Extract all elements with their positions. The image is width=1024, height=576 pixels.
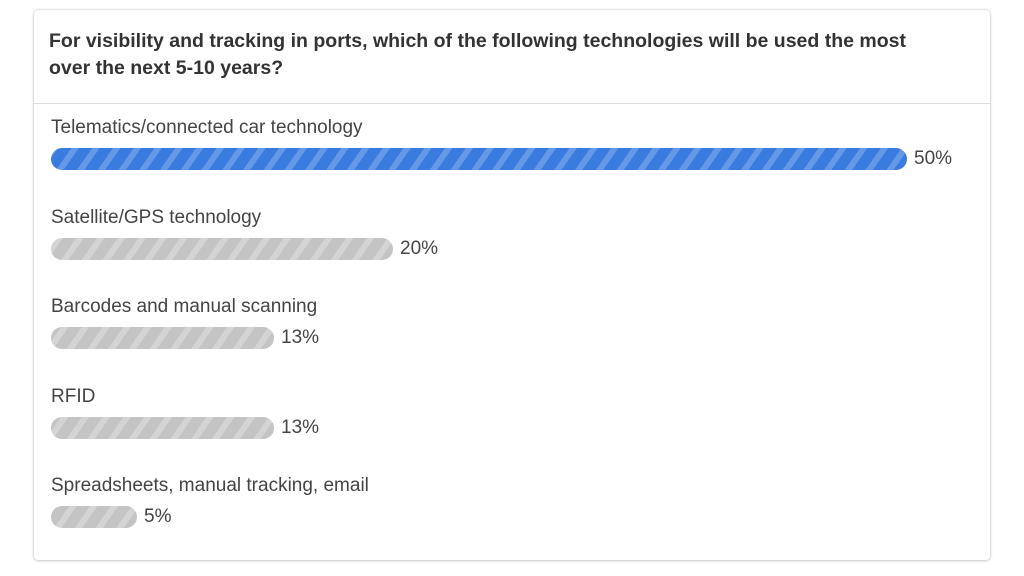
bar-row: 13% — [51, 416, 971, 439]
bar-row: 20% — [51, 237, 971, 260]
poll-results-card: For visibility and tracking in ports, wh… — [34, 10, 990, 560]
percentage-label: 50% — [914, 148, 953, 169]
result-bar — [51, 148, 907, 170]
poll-option: Telematics/connected car technology 50% — [51, 116, 971, 206]
result-bar — [51, 237, 393, 260]
percentage-label: 20% — [400, 237, 439, 259]
percentage-label: 13% — [281, 416, 320, 438]
option-label: RFID — [51, 385, 96, 407]
percentage-label: 5% — [144, 506, 172, 527]
bar-row: 50% — [51, 148, 971, 170]
percentage-label: 13% — [281, 327, 320, 348]
poll-option: Satellite/GPS technology 20% — [51, 206, 971, 296]
poll-option: Spreadsheets, manual tracking, email 5% — [51, 474, 971, 564]
poll-option: RFID 13% — [51, 385, 971, 475]
poll-option: Barcodes and manual scanning 13% — [51, 295, 971, 385]
poll-question: For visibility and tracking in ports, wh… — [49, 30, 906, 79]
option-label: Barcodes and manual scanning — [51, 296, 318, 317]
bar-row: 5% — [51, 506, 971, 528]
option-label: Satellite/GPS technology — [51, 206, 262, 228]
result-bar — [51, 416, 274, 439]
poll-header: For visibility and tracking in ports, wh… — [34, 10, 990, 104]
poll-options-list: Telematics/connected car technology 50% Sa… — [51, 116, 971, 564]
option-label: Telematics/connected car technology — [51, 117, 363, 138]
result-bar — [51, 327, 274, 349]
option-label: Spreadsheets, manual tracking, email — [51, 475, 369, 496]
result-bar — [51, 506, 137, 528]
bar-row: 13% — [51, 327, 971, 349]
